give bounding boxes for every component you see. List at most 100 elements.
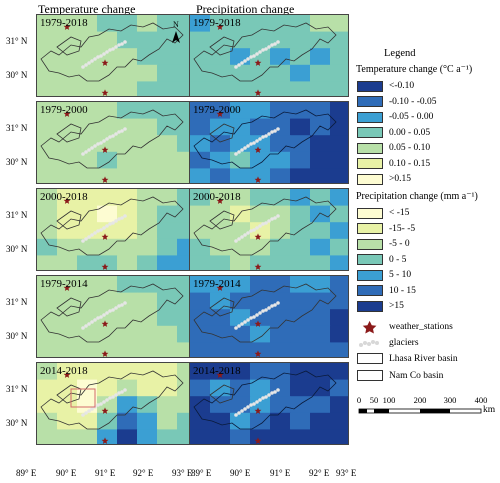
glacier-mark	[267, 306, 271, 310]
nam-co-basin-outline	[56, 297, 82, 317]
raster-cell	[310, 255, 331, 270]
raster-cell	[270, 135, 291, 153]
glacier-mark	[273, 390, 277, 394]
temperature-legend-title: Temperature change (°C a⁻¹)	[356, 64, 473, 75]
raster-cell	[57, 15, 78, 33]
weather-station-star-icon	[101, 233, 109, 240]
raster-cell	[190, 292, 211, 310]
glacier-mark	[87, 61, 91, 65]
nam-co-basin-outline	[209, 384, 235, 404]
lat-label: 30° N	[6, 331, 28, 341]
glacier-mark	[99, 141, 103, 145]
legend-swatch	[357, 111, 383, 123]
raster-cell	[290, 342, 311, 357]
raster-cell	[190, 309, 211, 327]
glacier-mark	[234, 152, 238, 156]
legend-class-label: 0 - 5	[389, 254, 407, 265]
raster-cell	[270, 222, 291, 240]
raster-cell	[290, 81, 311, 96]
glacier-mark	[267, 45, 271, 49]
precipitation-column-title: Precipitation change	[196, 2, 295, 16]
raster-cell	[310, 102, 331, 120]
raster-cell	[77, 168, 98, 183]
raster-cell	[190, 151, 211, 169]
raster-cell	[330, 64, 348, 82]
glacier-mark	[267, 132, 271, 136]
raster-cell	[37, 189, 58, 207]
glacier-mark	[252, 54, 256, 58]
glacier-mark	[237, 237, 241, 241]
raster-cell	[270, 255, 291, 270]
raster-cell	[190, 238, 211, 256]
raster-cell	[210, 276, 231, 294]
raster-cell	[37, 255, 58, 270]
legend-swatch	[357, 158, 383, 169]
raster-cell	[310, 135, 331, 153]
raster-cell	[37, 168, 58, 183]
glacier-mark	[264, 221, 268, 225]
raster-cell	[210, 309, 231, 327]
legend-swatch	[357, 96, 383, 107]
glacier-mark	[123, 40, 127, 44]
raster-cell	[57, 309, 78, 327]
raster-cell	[117, 325, 138, 343]
nam-co-basin-outline	[56, 36, 82, 56]
legend-class-label: 10 - 15	[389, 285, 416, 296]
raster-cell	[290, 429, 311, 444]
raster-cell	[190, 118, 211, 136]
scale-unit: km	[483, 405, 496, 415]
glacier-mark	[255, 313, 259, 317]
raster-cell	[117, 255, 138, 270]
raster-cell	[97, 15, 118, 33]
raster-cell	[270, 412, 291, 430]
nam-co-basin-outline	[56, 384, 82, 404]
glacier-mark	[255, 400, 259, 404]
raster-cell	[270, 168, 291, 183]
raster-cell	[97, 379, 118, 397]
legend-class-row: 0 - 5	[357, 254, 406, 266]
raster-cell	[210, 64, 231, 82]
map-raster: N	[37, 15, 195, 96]
weather-station-star-icon	[254, 263, 262, 270]
nam-co-basin-outline	[56, 123, 82, 143]
glacier-mark	[267, 393, 271, 397]
raster-cell	[250, 31, 271, 49]
glacier-mark	[123, 127, 127, 131]
legend-namco: Nam Co basin	[357, 370, 443, 381]
legend-swatch	[357, 173, 383, 185]
raster-cell	[77, 205, 98, 223]
raster-cell	[330, 255, 348, 270]
raster-cell	[310, 205, 331, 223]
raster-cell	[190, 325, 211, 343]
scale-tick-label: 0	[357, 395, 361, 405]
legend-class-label: -0.10 - -0.05	[389, 96, 437, 107]
raster-cell	[230, 429, 251, 444]
raster-cell	[290, 118, 311, 136]
raster-cell	[290, 189, 311, 207]
lat-label: 30° N	[6, 70, 28, 80]
raster-cell	[310, 363, 331, 381]
raster-cell	[157, 118, 178, 136]
raster-cell	[190, 102, 211, 120]
glacier-mark	[249, 229, 253, 233]
raster-cell	[270, 342, 291, 357]
glacier-mark	[249, 403, 253, 407]
glacier-mark	[111, 221, 115, 225]
glacier-mark	[108, 309, 112, 313]
raster-cell	[230, 325, 251, 343]
raster-cell	[250, 15, 271, 33]
raster-cell	[330, 168, 348, 183]
raster-cell	[330, 238, 348, 256]
raster-cell	[230, 379, 251, 397]
glacier-mark	[246, 405, 250, 409]
raster-cell	[137, 342, 158, 357]
precipitation-map-1979-2018: 1979-2018	[189, 14, 349, 97]
raster-cell	[250, 238, 271, 256]
weather-station-star-icon	[101, 59, 109, 66]
legend-swatch	[357, 300, 383, 312]
raster-cell	[137, 15, 158, 33]
raster-cell	[230, 342, 251, 357]
glacier-mark	[258, 50, 262, 54]
legend-class-row: >15	[357, 300, 404, 312]
raster-cell	[57, 363, 78, 381]
